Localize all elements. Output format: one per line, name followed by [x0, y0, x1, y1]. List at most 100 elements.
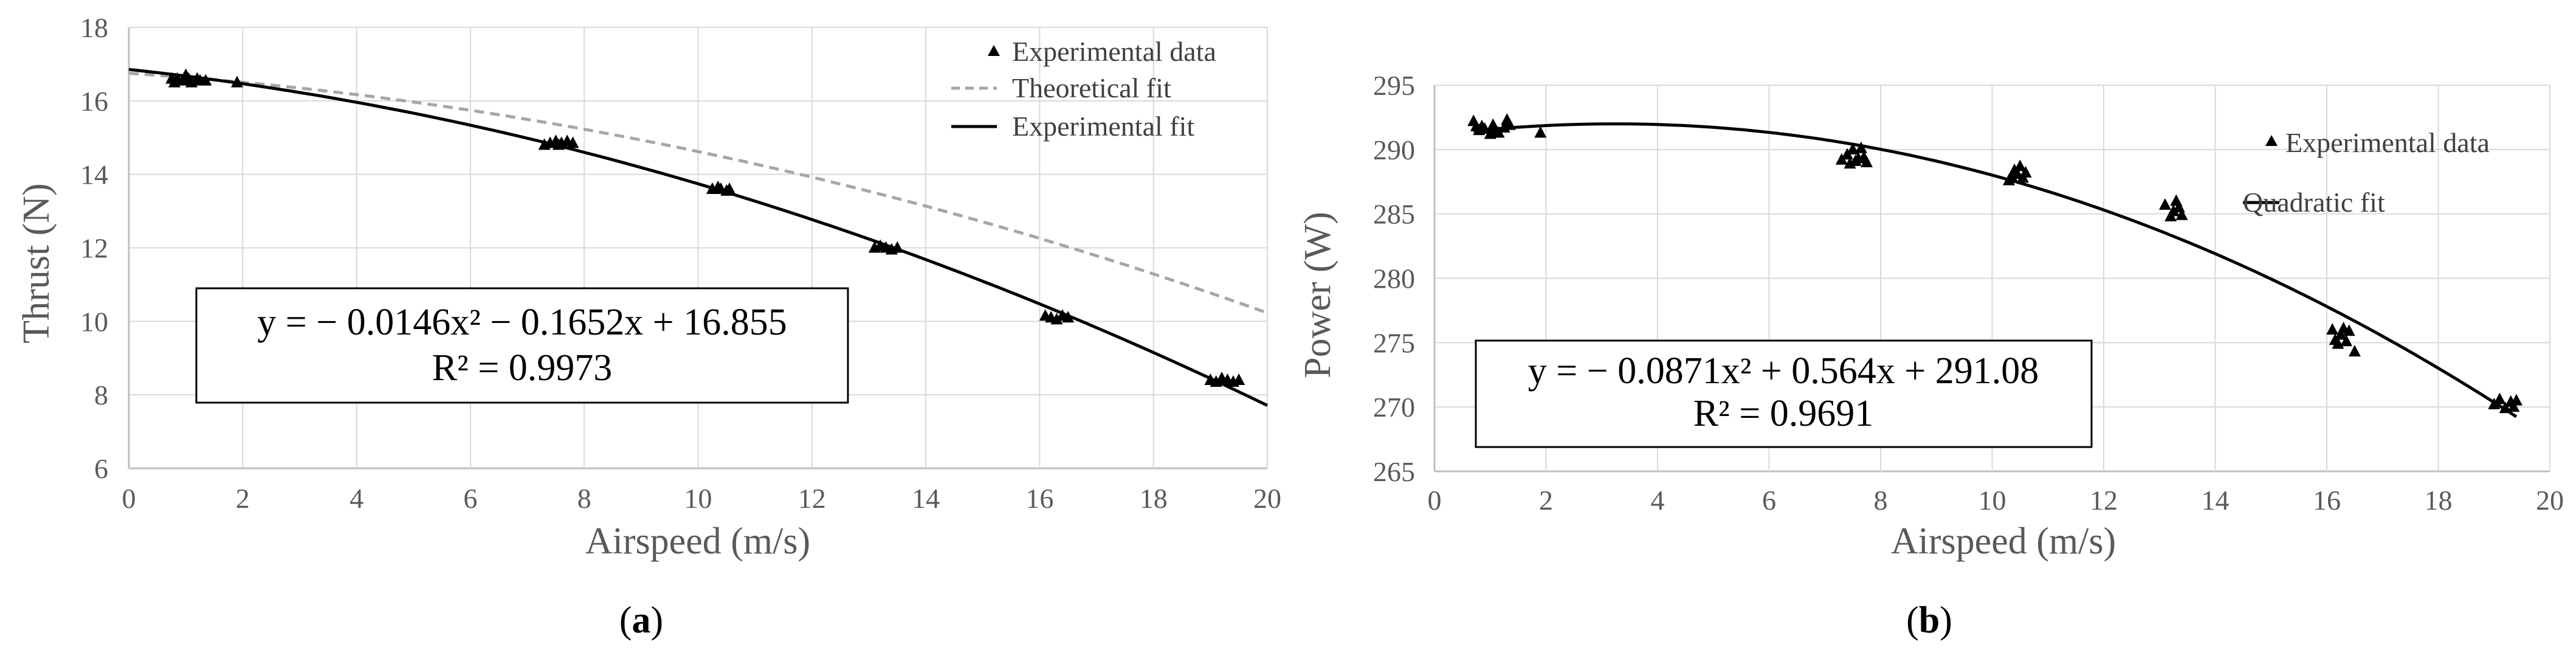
chart-b-data-point — [2167, 204, 2180, 217]
chart-a-data-point — [723, 182, 736, 194]
chart-a-legend: Experimental data Theoretical fit Experi… — [951, 36, 1216, 142]
chart-a-legend-experimental-data: Experimental data — [1012, 36, 1216, 67]
chart-a-x-tick-labels: 0 2 4 6 8 10 12 14 16 18 20 — [122, 483, 1282, 514]
chart-b-x-tick-label: 8 — [1874, 485, 1888, 516]
chart-b-x-tick-label: 20 — [2536, 485, 2564, 516]
chart-b-x-tick-label: 6 — [1762, 485, 1776, 516]
chart-b-equation: y = − 0.0871x² + 0.564x + 291.08 — [1528, 350, 2039, 392]
chart-a-series-lines — [128, 68, 1269, 407]
chart-b-y-tick-labels: 265 270 275 280 285 290 295 — [1373, 70, 1415, 487]
chart-a-y-tick-label: 18 — [80, 12, 108, 43]
chart-a-legend-experimental-fit: Experimental fit — [1012, 111, 1194, 142]
chart-a-x-tick-label: 6 — [463, 483, 477, 514]
chart-b-y-axis-title: Power (W) — [1297, 212, 1338, 378]
chart-a-data-point — [230, 75, 243, 88]
chart-b-data-point — [2175, 208, 2188, 220]
chart-b-panel-label: (b) — [1906, 600, 1952, 641]
chart-a-data-point — [1050, 313, 1063, 325]
chart-b-r-squared: R² = 0.9691 — [1693, 393, 1873, 434]
chart-a-data-point — [1233, 373, 1245, 385]
chart-a-panel-label: (a) — [619, 600, 663, 641]
chart-b-equation-frame — [1475, 339, 2093, 448]
chart-a-y-tick-label: 8 — [94, 380, 108, 411]
chart-b-data-point — [1855, 141, 1867, 153]
chart-b-data-point — [2158, 198, 2171, 210]
chart-b-x-tick-label: 10 — [1978, 485, 2006, 516]
chart-b-data-point — [1478, 122, 1491, 134]
chart-a-y-tick-label: 10 — [80, 306, 108, 337]
chart-b-data-point — [2348, 345, 2361, 357]
svg-text:(b): (b) — [1906, 600, 1952, 641]
chart-b-x-tick-label: 18 — [2425, 485, 2453, 516]
chart-a-r-squared: R² = 0.9973 — [432, 347, 612, 389]
chart-b-x-axis-title: Airspeed (m/s) — [1891, 521, 2116, 562]
chart-b-data-point — [2340, 335, 2353, 347]
chart-a-x-tick-label: 10 — [684, 483, 712, 514]
chart-b-data-point — [2510, 394, 2523, 406]
svg-text:(a): (a) — [619, 600, 663, 641]
chart-b-x-tick-label: 12 — [2090, 485, 2118, 516]
chart-a-data-point — [1062, 311, 1075, 323]
chart-b-data-point — [2011, 167, 2023, 179]
chart-b-data-point — [2019, 165, 2032, 178]
chart-b-data-point — [1861, 156, 1873, 167]
chart-a-x-tick-label: 8 — [577, 483, 591, 514]
chart-a-equation: y = − 0.0146x² − 0.1652x + 16.855 — [257, 302, 787, 343]
chart-a-data-point — [1210, 375, 1222, 387]
chart-a-y-tick-label: 12 — [80, 233, 108, 264]
chart-b-quadratic-fit-line — [1473, 122, 2518, 418]
chart-a-x-tick-label: 0 — [122, 483, 136, 514]
chart-b-x-tick-label: 0 — [1428, 485, 1442, 516]
chart-b-data-point — [1484, 127, 1496, 139]
chart-a-data-point — [891, 241, 904, 253]
chart-a-theoretical-fit-line — [128, 72, 1268, 314]
chart-b-x-tick-label: 4 — [1651, 485, 1665, 516]
chart-a-y-axis-title: Thrust (N) — [16, 183, 57, 343]
chart-b-y-tick-label: 295 — [1373, 70, 1415, 101]
chart-a-x-tick-label: 2 — [236, 483, 250, 514]
chart-a-data-points — [165, 68, 1245, 387]
chart-a-x-tick-label: 20 — [1253, 483, 1281, 514]
chart-b-y-tick-label: 270 — [1373, 392, 1415, 423]
chart-a-y-tick-label: 16 — [80, 86, 108, 117]
chart-b-panel-letter: b — [1919, 600, 1940, 641]
chart-a-data-point — [199, 74, 212, 86]
chart-b-data-point — [2014, 159, 2027, 172]
chart-b-equation-box: y = − 0.0871x² + 0.564x + 291.08 R² = 0.… — [1475, 339, 2093, 448]
chart-b-legend-quadratic-fit: Quadratic fit — [2243, 187, 2385, 218]
chart-b-legend: Experimental data Quadratic fit — [2243, 127, 2490, 218]
chart-a-y-tick-label: 6 — [94, 453, 108, 484]
chart-b-y-tick-label: 290 — [1373, 134, 1415, 165]
chart-a-y-tick-label: 14 — [80, 159, 108, 190]
chart-a: 6 8 10 12 14 16 18 0 2 4 6 8 10 12 14 16 18 20 Thrust (N… — [16, 12, 1281, 641]
chart-b-x-tick-label: 16 — [2313, 485, 2341, 516]
chart-b-x-tick-label: 14 — [2202, 485, 2230, 516]
chart-a-x-tick-label: 18 — [1140, 483, 1168, 514]
chart-a-legend-theoretical-fit: Theoretical fit — [1012, 72, 1171, 103]
chart-b-data-point — [2326, 323, 2339, 335]
chart-b-y-tick-label: 265 — [1373, 456, 1415, 487]
chart-a-experimental-fit-line — [128, 68, 1269, 407]
chart-a-x-axis-title: Airspeed (m/s) — [585, 521, 810, 562]
chart-b-series-lines — [1473, 122, 2518, 418]
chart-b-data-points — [1467, 113, 2523, 414]
chart-b-data-point — [2334, 328, 2347, 340]
chart-a-legend-marker-triangle — [988, 45, 1000, 56]
chart-b-data-point — [2507, 400, 2520, 412]
chart-b-data-point — [2499, 401, 2512, 414]
chart-b-x-tick-labels: 0 2 4 6 8 10 12 14 16 18 20 — [1428, 485, 2564, 516]
chart-b-y-tick-label: 280 — [1373, 263, 1415, 294]
chart-a-x-tick-label: 14 — [912, 483, 940, 514]
chart-b-y-tick-label: 275 — [1373, 327, 1415, 358]
chart-a-y-tick-labels: 6 8 10 12 14 16 18 — [80, 12, 108, 484]
chart-b-data-point — [1534, 126, 1547, 138]
chart-b-legend-marker-triangle — [2265, 135, 2278, 146]
chart-a-equation-frame — [195, 287, 849, 404]
chart-a-x-tick-label: 16 — [1025, 483, 1053, 514]
chart-b-legend-experimental-data: Experimental data — [2285, 127, 2490, 158]
chart-a-x-tick-label: 12 — [798, 483, 826, 514]
chart-a-panel-letter: a — [632, 600, 651, 641]
